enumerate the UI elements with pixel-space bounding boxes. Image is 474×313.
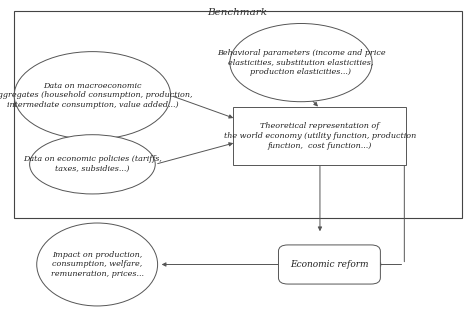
- FancyBboxPatch shape: [233, 107, 407, 165]
- Text: Data on economic policies (tariffs,
taxes, subsidies...): Data on economic policies (tariffs, taxe…: [23, 156, 162, 173]
- Ellipse shape: [230, 23, 372, 102]
- Bar: [14, 11, 462, 218]
- Text: Economic reform: Economic reform: [290, 260, 369, 269]
- Text: Behavioral parameters (income and price
elasticities, substitution elasticities,: Behavioral parameters (income and price …: [217, 49, 385, 76]
- Text: Data on macroeconomic
aggregates (household consumption, production,
intermediat: Data on macroeconomic aggregates (househ…: [0, 82, 192, 109]
- Ellipse shape: [14, 52, 171, 139]
- Text: Benchmark: Benchmark: [207, 8, 267, 17]
- Ellipse shape: [29, 135, 155, 194]
- Text: Impact on production,
consumption, welfare,
remuneration, prices...: Impact on production, consumption, welfa…: [51, 251, 144, 278]
- FancyBboxPatch shape: [278, 245, 380, 284]
- Text: Theoretical representation of
the world economy (utility function, production
fu: Theoretical representation of the world …: [224, 122, 416, 150]
- Ellipse shape: [36, 223, 157, 306]
